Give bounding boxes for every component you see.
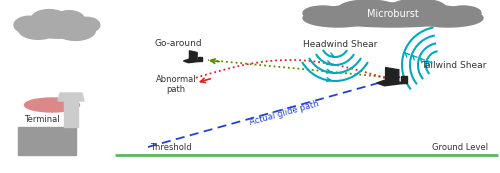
Polygon shape	[198, 57, 202, 61]
Polygon shape	[401, 76, 406, 83]
Ellipse shape	[338, 0, 398, 18]
Polygon shape	[377, 80, 406, 86]
Text: Microburst: Microburst	[367, 9, 419, 19]
Bar	[18, 127, 76, 155]
Ellipse shape	[18, 20, 58, 39]
Ellipse shape	[413, 9, 483, 27]
Text: Abnormal
path: Abnormal path	[156, 75, 196, 94]
Ellipse shape	[303, 6, 343, 20]
Ellipse shape	[303, 9, 373, 27]
Ellipse shape	[14, 16, 45, 34]
Text: Terminal: Terminal	[24, 116, 60, 125]
Polygon shape	[184, 59, 202, 63]
Ellipse shape	[54, 11, 84, 28]
Text: Headwind Shear: Headwind Shear	[303, 40, 377, 49]
Ellipse shape	[74, 17, 100, 33]
Text: Go-around: Go-around	[154, 39, 202, 48]
Ellipse shape	[32, 10, 67, 27]
Text: Tailwind Shear: Tailwind Shear	[420, 61, 486, 70]
Polygon shape	[386, 68, 399, 83]
Ellipse shape	[27, 12, 89, 38]
Ellipse shape	[445, 6, 481, 20]
Text: Threshold: Threshold	[150, 143, 192, 152]
Text: Ground Level: Ground Level	[432, 143, 488, 152]
Ellipse shape	[56, 21, 96, 40]
Polygon shape	[190, 51, 197, 61]
Ellipse shape	[313, 3, 473, 27]
Text: Actual glide path: Actual glide path	[248, 99, 320, 127]
Polygon shape	[58, 93, 84, 101]
Bar	[64, 101, 78, 127]
Ellipse shape	[24, 98, 80, 112]
Ellipse shape	[390, 0, 446, 17]
